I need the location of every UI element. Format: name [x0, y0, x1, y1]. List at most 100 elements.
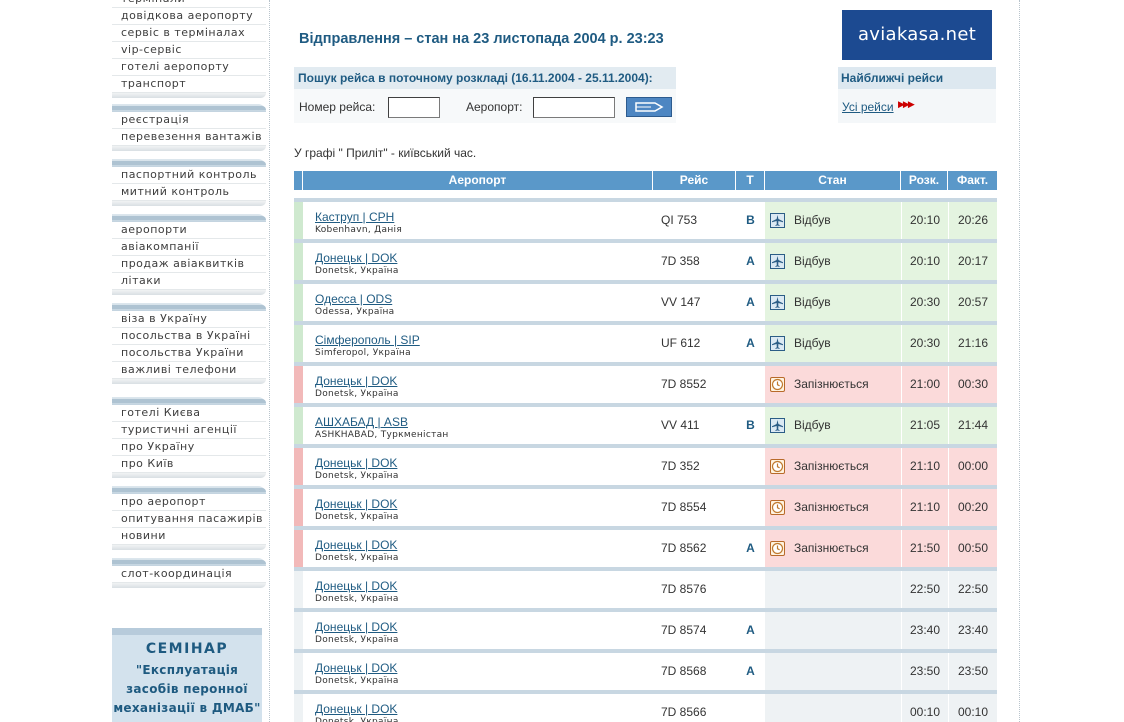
row-separator	[294, 403, 997, 407]
airport-link[interactable]: Одесса | ODS	[315, 292, 393, 306]
airport-cell: Донецьк | DOK Donetsk, Україна	[303, 612, 653, 649]
flight-status: Запізнюється	[790, 489, 901, 526]
actual-time: 00:20	[948, 489, 997, 526]
row-separator	[294, 690, 997, 694]
search-heading: Пошук рейса в поточному розкладі (16.11.…	[294, 67, 676, 89]
sidebar-item-embassies-of-ukraine[interactable]: посольства України	[112, 345, 266, 362]
sidebar-item-embassies-in-ukraine[interactable]: посольства в Україні	[112, 328, 266, 345]
sidebar-item-airports[interactable]: аеропорти	[112, 222, 266, 239]
table-row: Донецьк | DOK Donetsk, Україна 7D 8554 Запі…	[294, 489, 997, 526]
status-icon-cell	[765, 612, 790, 649]
menu-group-divider	[112, 290, 266, 295]
sidebar-item-about-kyiv[interactable]: про Київ	[112, 456, 266, 473]
menu-group-cap	[112, 558, 266, 566]
terminal: B	[746, 213, 755, 227]
sidebar-item-passport-control[interactable]: паспортний контроль	[112, 167, 266, 184]
sidebar-item-survey[interactable]: опитування пасажирів	[112, 511, 266, 528]
airport-location: Donetsk, Україна	[315, 266, 399, 276]
flight-number-label: Номер рейса:	[299, 100, 376, 114]
airport-cell: Одесса | ODS Odessa, Україна	[303, 284, 653, 321]
airport-link[interactable]: Донецьк | DOK	[315, 620, 398, 634]
plane-icon	[770, 213, 785, 228]
sidebar-item-tickets[interactable]: продаж авіаквитків	[112, 256, 266, 273]
airport-link[interactable]: Каструп | CPH	[315, 210, 395, 224]
sidebar-item-info-desk[interactable]: довідкова аеропорту	[112, 8, 266, 25]
terminal: A	[746, 623, 755, 637]
menu-group-aviation: аеропорти авіакомпанії продаж авіаквиткі…	[112, 214, 266, 295]
sidebar-item-airlines[interactable]: авіакомпанії	[112, 239, 266, 256]
sidebar-item-cargo[interactable]: перевезення вантажів	[112, 129, 266, 146]
sidebar-item-news[interactable]: новини	[112, 528, 266, 545]
plane-icon	[770, 336, 785, 351]
flight-status: Відбув	[790, 407, 901, 444]
sidebar-item-phones[interactable]: важливі телефони	[112, 362, 266, 379]
column-divider	[269, 0, 270, 722]
flight-status	[790, 571, 901, 608]
airport-cell: Донецьк | DOK Donetsk, Україна	[303, 489, 653, 526]
airport-location: Kobenhavn, Данія	[315, 225, 403, 235]
actual-time: 00:10	[948, 694, 997, 722]
airport-link[interactable]: Донецьк | DOK	[315, 702, 398, 716]
menu-group-airport-services: термінали довідкова аеропорту сервіс в т…	[112, 0, 266, 98]
sidebar-item-transport[interactable]: транспорт	[112, 76, 266, 93]
menu-group-cap	[112, 104, 266, 112]
flight-status: Відбув	[790, 325, 901, 362]
airport-cell: Донецьк | DOK Donetsk, Україна	[303, 243, 653, 280]
seminar-banner[interactable]: СЕМІНАР "Експлуатація засобів перонної м…	[112, 628, 262, 722]
menu-group-checkin: реєстрація перевезення вантажів	[112, 104, 266, 151]
menu-group-cap	[112, 486, 266, 494]
header-terminal: Т	[736, 171, 765, 190]
airport-link[interactable]: Донецьк | DOK	[315, 374, 398, 388]
airport-cell: Донецьк | DOK Donetsk, Україна	[303, 653, 653, 690]
flight-status	[790, 653, 901, 690]
airport-link[interactable]: АШХАБАД | ASB	[315, 415, 408, 429]
sidebar-item-aircraft[interactable]: літаки	[112, 273, 266, 290]
airport-link[interactable]: Донецьк | DOK	[315, 661, 398, 675]
table-row: Донецьк | DOK Donetsk, Україна 7D 8576 22:5…	[294, 571, 997, 608]
actual-time: 20:17	[948, 243, 997, 280]
sidebar-item-customs[interactable]: митний контроль	[112, 184, 266, 201]
sidebar-item-registration[interactable]: реєстрація	[112, 112, 266, 129]
aviakasa-logo[interactable]: aviakasa.net	[842, 10, 992, 60]
terminal: A	[746, 295, 755, 309]
airport-location: Donetsk, Україна	[315, 717, 399, 722]
status-icon-cell	[765, 489, 790, 526]
terminal: A	[746, 541, 755, 555]
airport-link[interactable]: Донецьк | DOK	[315, 456, 398, 470]
flight-number: 7D 358	[661, 254, 700, 268]
flight-number: UF 612	[661, 336, 701, 350]
sidebar-item-visa[interactable]: віза в Україну	[112, 311, 266, 328]
sidebar-item-airport-hotels[interactable]: готелі аеропорту	[112, 59, 266, 76]
sidebar-item-about-airport[interactable]: про аеропорт	[112, 494, 266, 511]
table-row: Донецьк | DOK Donetsk, Україна 7D 358 A Відб…	[294, 243, 997, 280]
status-icon-cell	[765, 448, 790, 485]
sidebar-item-travel-agencies[interactable]: туристичні агенції	[112, 422, 266, 439]
menu-group-cap	[112, 214, 266, 222]
table-row: Донецьк | DOK Donetsk, Україна 7D 8568 A 23:…	[294, 653, 997, 690]
flight-number: 7D 8552	[661, 377, 707, 391]
airport-input[interactable]	[533, 97, 615, 118]
all-flights-link[interactable]: Усі рейси	[842, 100, 894, 114]
airport-link[interactable]: Донецьк | DOK	[315, 497, 398, 511]
scheduled-time: 21:10	[901, 489, 948, 526]
airport-link[interactable]: Донецьк | DOK	[315, 579, 398, 593]
flight-number-input[interactable]	[388, 97, 440, 118]
menu-group-divider	[112, 93, 266, 98]
flight-number: VV 147	[661, 295, 701, 309]
search-submit-button[interactable]	[626, 97, 672, 117]
row-status-strip	[294, 448, 303, 485]
seminar-text: "Експлуатація засобів перонної механізац…	[113, 663, 261, 715]
menu-group-divider	[112, 379, 266, 384]
airport-link[interactable]: Сімферополь | SIP	[315, 333, 420, 347]
plane-icon	[770, 418, 785, 433]
seminar-title: СЕМІНАР	[145, 641, 229, 657]
sidebar-item-terminal-service[interactable]: сервіс в терміналах	[112, 25, 266, 42]
sidebar-item-vip-service[interactable]: vip-сервіс	[112, 42, 266, 59]
airport-link[interactable]: Донецьк | DOK	[315, 251, 398, 265]
sidebar-item-slot-coordination[interactable]: слот-координація	[112, 566, 266, 583]
airport-link[interactable]: Донецьк | DOK	[315, 538, 398, 552]
sidebar-item-about-ukraine[interactable]: про Україну	[112, 439, 266, 456]
sidebar-item-kyiv-hotels[interactable]: готелі Києва	[112, 405, 266, 422]
actual-time: 00:50	[948, 530, 997, 567]
sidebar-item-terminals[interactable]: термінали	[112, 0, 266, 8]
